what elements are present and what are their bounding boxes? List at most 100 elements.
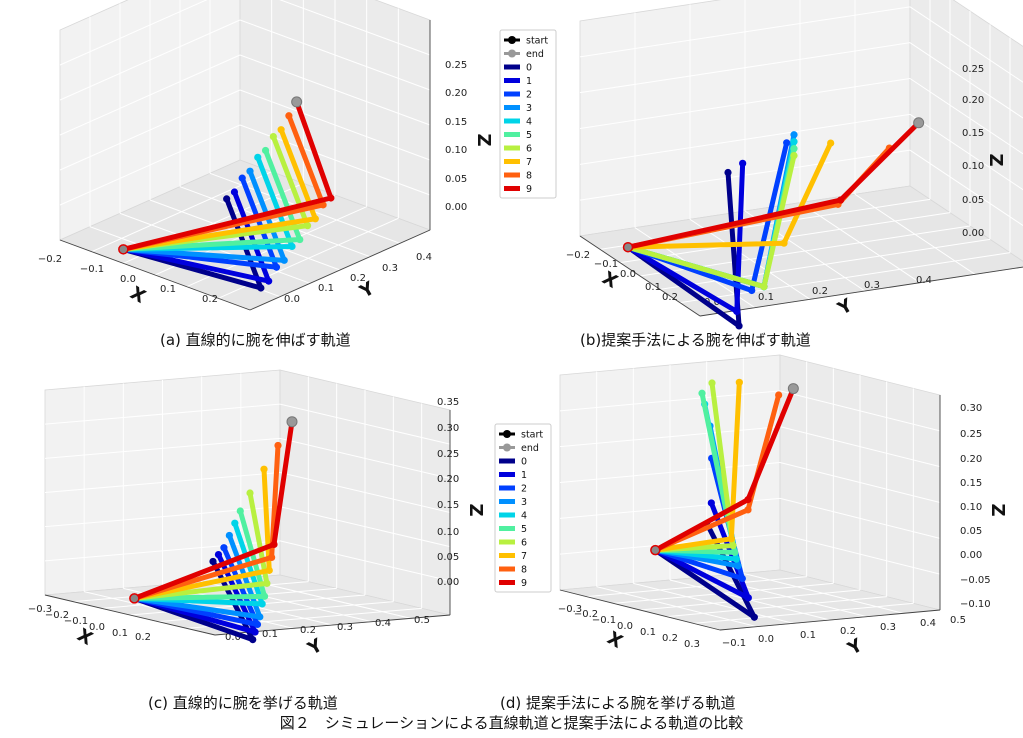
z-tick-label: 0.10 — [960, 502, 982, 513]
caption-d: (d) 提案手法による腕を挙げる軌道 — [500, 694, 736, 712]
legend-bottom: start end 0 1 2 3 4 5 6 7 8 9 — [494, 423, 552, 593]
series-point — [270, 540, 278, 549]
x-tick-label: 0.2 — [202, 294, 218, 305]
x-axis-line — [579, 235, 701, 317]
legend-label-8: 8 — [521, 565, 527, 576]
series-point — [268, 553, 276, 562]
legend-label-end: end — [521, 443, 539, 454]
series-point — [790, 138, 798, 146]
legend-marker — [509, 105, 515, 110]
y-tick-label: 0.0 — [758, 634, 774, 645]
grid-line — [854, 193, 976, 275]
series-point — [246, 167, 254, 175]
series-point — [775, 391, 783, 399]
y-axis-line — [249, 229, 431, 311]
y-tick-label: 0.0 — [704, 297, 720, 308]
legend-label-0: 0 — [521, 457, 527, 468]
x-tick-label: 0.2 — [135, 632, 151, 643]
x-tick-label: −0.1 — [592, 615, 616, 626]
series-point — [285, 112, 293, 120]
grid-line — [279, 0, 431, 56]
series-point — [260, 465, 268, 473]
x-tick-label: 0.0 — [620, 269, 636, 280]
y-tick-label: 0.2 — [812, 286, 828, 297]
z-tick-label: 0.20 — [962, 95, 984, 106]
z-tick-label: 0.00 — [960, 550, 982, 561]
series-point — [238, 174, 246, 182]
x-axis-line — [559, 589, 721, 631]
y-tick-label: 0.3 — [864, 280, 880, 291]
series-point — [265, 566, 273, 574]
series-point — [748, 286, 756, 295]
z-tick-label: 0.10 — [962, 161, 984, 172]
y-tick-label: 0.4 — [920, 618, 936, 629]
legend-marker — [509, 78, 515, 83]
series-point — [230, 188, 239, 196]
z-tick-label: 0.15 — [437, 500, 459, 511]
legend-marker — [509, 186, 515, 191]
legend-marker — [508, 49, 516, 58]
grid-line — [59, 0, 208, 66]
series-point — [734, 562, 742, 570]
z-axis-label: Z — [473, 133, 494, 146]
z-tick-label: 0.25 — [962, 64, 984, 75]
legend-label-7: 7 — [521, 551, 527, 562]
caption-a: (a) 直線的に腕を伸ばす軌道 — [160, 331, 351, 349]
z-axis-label: Z — [987, 503, 1008, 516]
chart-panel-d: −0.3−0.2−0.10.00.10.20.3 −0.1 0.0 0.1 0.2 0.3… — [558, 354, 1008, 660]
legend-marker — [509, 172, 515, 178]
x-tick-label: −0.3 — [558, 604, 582, 615]
caption-b: (b)提案手法による腕を伸ばす軌道 — [580, 331, 811, 349]
z-axis-label: Z — [465, 503, 486, 516]
x-tick-label: 0.0 — [617, 621, 633, 632]
z-tick-label: 0.05 — [445, 174, 467, 185]
legend-marker — [504, 458, 510, 464]
legend-marker — [504, 580, 510, 585]
series-point — [251, 628, 259, 636]
z-axis-label: Z — [985, 153, 1006, 166]
x-tick-label: −0.3 — [28, 604, 52, 615]
x-tick-label: −0.2 — [574, 609, 598, 620]
y-axis-label: Y — [303, 634, 326, 660]
z-tick-label: 0.20 — [960, 454, 982, 465]
x-axis-label: X — [126, 283, 149, 308]
caption-c: (c) 直線的に腕を挙げる軌道 — [148, 694, 338, 712]
series-point — [265, 277, 273, 285]
series-point — [277, 126, 285, 134]
legend-marker — [504, 512, 510, 518]
y-axis-line — [719, 609, 941, 631]
grid-line — [559, 390, 781, 412]
y-tick-label: 0.1 — [318, 283, 334, 294]
series-point — [263, 579, 271, 587]
start-marker — [622, 241, 634, 253]
x-tick-label: 0.2 — [662, 633, 678, 644]
series-point — [735, 322, 743, 330]
start-marker — [650, 544, 661, 556]
legend-label-5: 5 — [521, 524, 527, 535]
z-tick-label: 0.05 — [437, 552, 459, 563]
legend-label-end: end — [526, 49, 544, 60]
series-point — [827, 139, 835, 147]
series-point — [744, 506, 752, 514]
figure-caption: 図２ シミュレーションによる直線軌道と提案手法による軌道の比較 — [279, 714, 744, 732]
x-tick-label: −0.1 — [64, 616, 88, 627]
legend-label-2: 2 — [521, 484, 527, 495]
series-point — [790, 131, 798, 139]
series-point — [257, 284, 265, 292]
x-tick-label: 0.1 — [645, 282, 661, 293]
y-tick-label: 0.0 — [225, 632, 241, 643]
z-tick-label: 0.00 — [445, 202, 467, 213]
legend-marker — [503, 443, 511, 452]
series-point — [253, 620, 262, 629]
legend-label-9: 9 — [526, 184, 532, 195]
legend-label-6: 6 — [526, 144, 532, 155]
grid-line — [279, 403, 451, 445]
legend-label-start: start — [521, 430, 543, 441]
legend-label-1: 1 — [526, 76, 532, 87]
legend-marker — [504, 485, 510, 491]
y-axis-label: Y — [833, 294, 856, 320]
series-point — [214, 550, 223, 559]
legend-marker — [509, 91, 515, 97]
legend-marker — [504, 539, 510, 545]
